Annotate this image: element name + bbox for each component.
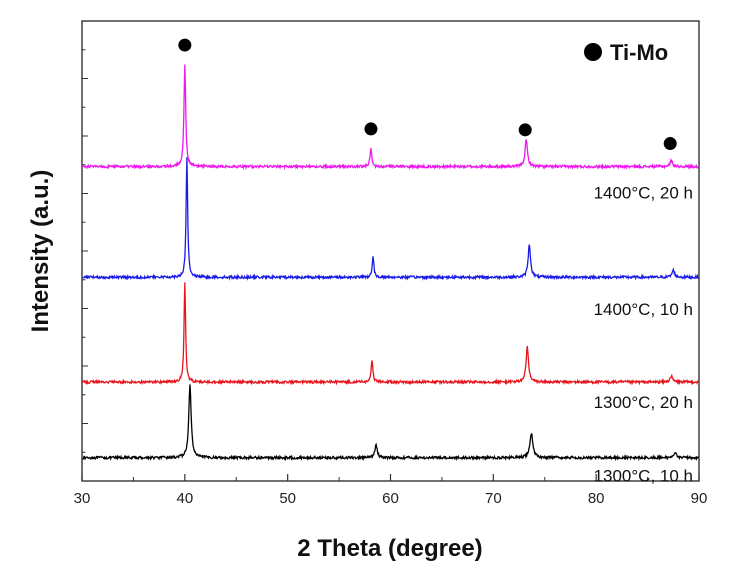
legend-label: Ti-Mo xyxy=(610,40,668,65)
peak-marker-layer xyxy=(178,38,677,151)
peak-marker-1 xyxy=(178,38,192,52)
peak-marker-4 xyxy=(663,137,677,151)
series-line-3 xyxy=(82,157,699,281)
series-layer: 1300°C, 10 h 1300°C, 20 h 1400°C, 10 h 1400… xyxy=(81,64,700,486)
series-line-2 xyxy=(81,282,699,386)
x-tick-label: 30 xyxy=(74,490,91,507)
legend: Ti-Mo xyxy=(584,40,668,65)
series-line-4 xyxy=(81,64,699,171)
x-tick-label: 70 xyxy=(485,490,502,507)
legend-marker xyxy=(584,43,602,61)
series-label-4: 1400°C, 20 h xyxy=(594,184,693,203)
x-tick-label: 90 xyxy=(691,490,708,507)
x-axis-title: 2 Theta (degree) xyxy=(297,535,482,562)
peak-marker-2 xyxy=(364,122,378,136)
x-tick-label: 40 xyxy=(176,490,193,507)
y-axis-title: Intensity (a.u.) xyxy=(27,170,54,333)
series-label-1: 1300°C, 10 h xyxy=(594,467,693,486)
x-tick-label: 80 xyxy=(588,490,605,507)
x-tick-label: 60 xyxy=(382,490,399,507)
peak-marker-3 xyxy=(518,123,532,137)
series-label-2: 1300°C, 20 h xyxy=(594,393,693,412)
x-tick-label: 50 xyxy=(279,490,296,507)
series-label-3: 1400°C, 10 h xyxy=(594,300,693,319)
x-axis-ticks: 30 40 50 60 70 80 90 xyxy=(74,474,708,507)
y-axis-ticks xyxy=(82,49,88,453)
series-line-1 xyxy=(82,384,700,462)
